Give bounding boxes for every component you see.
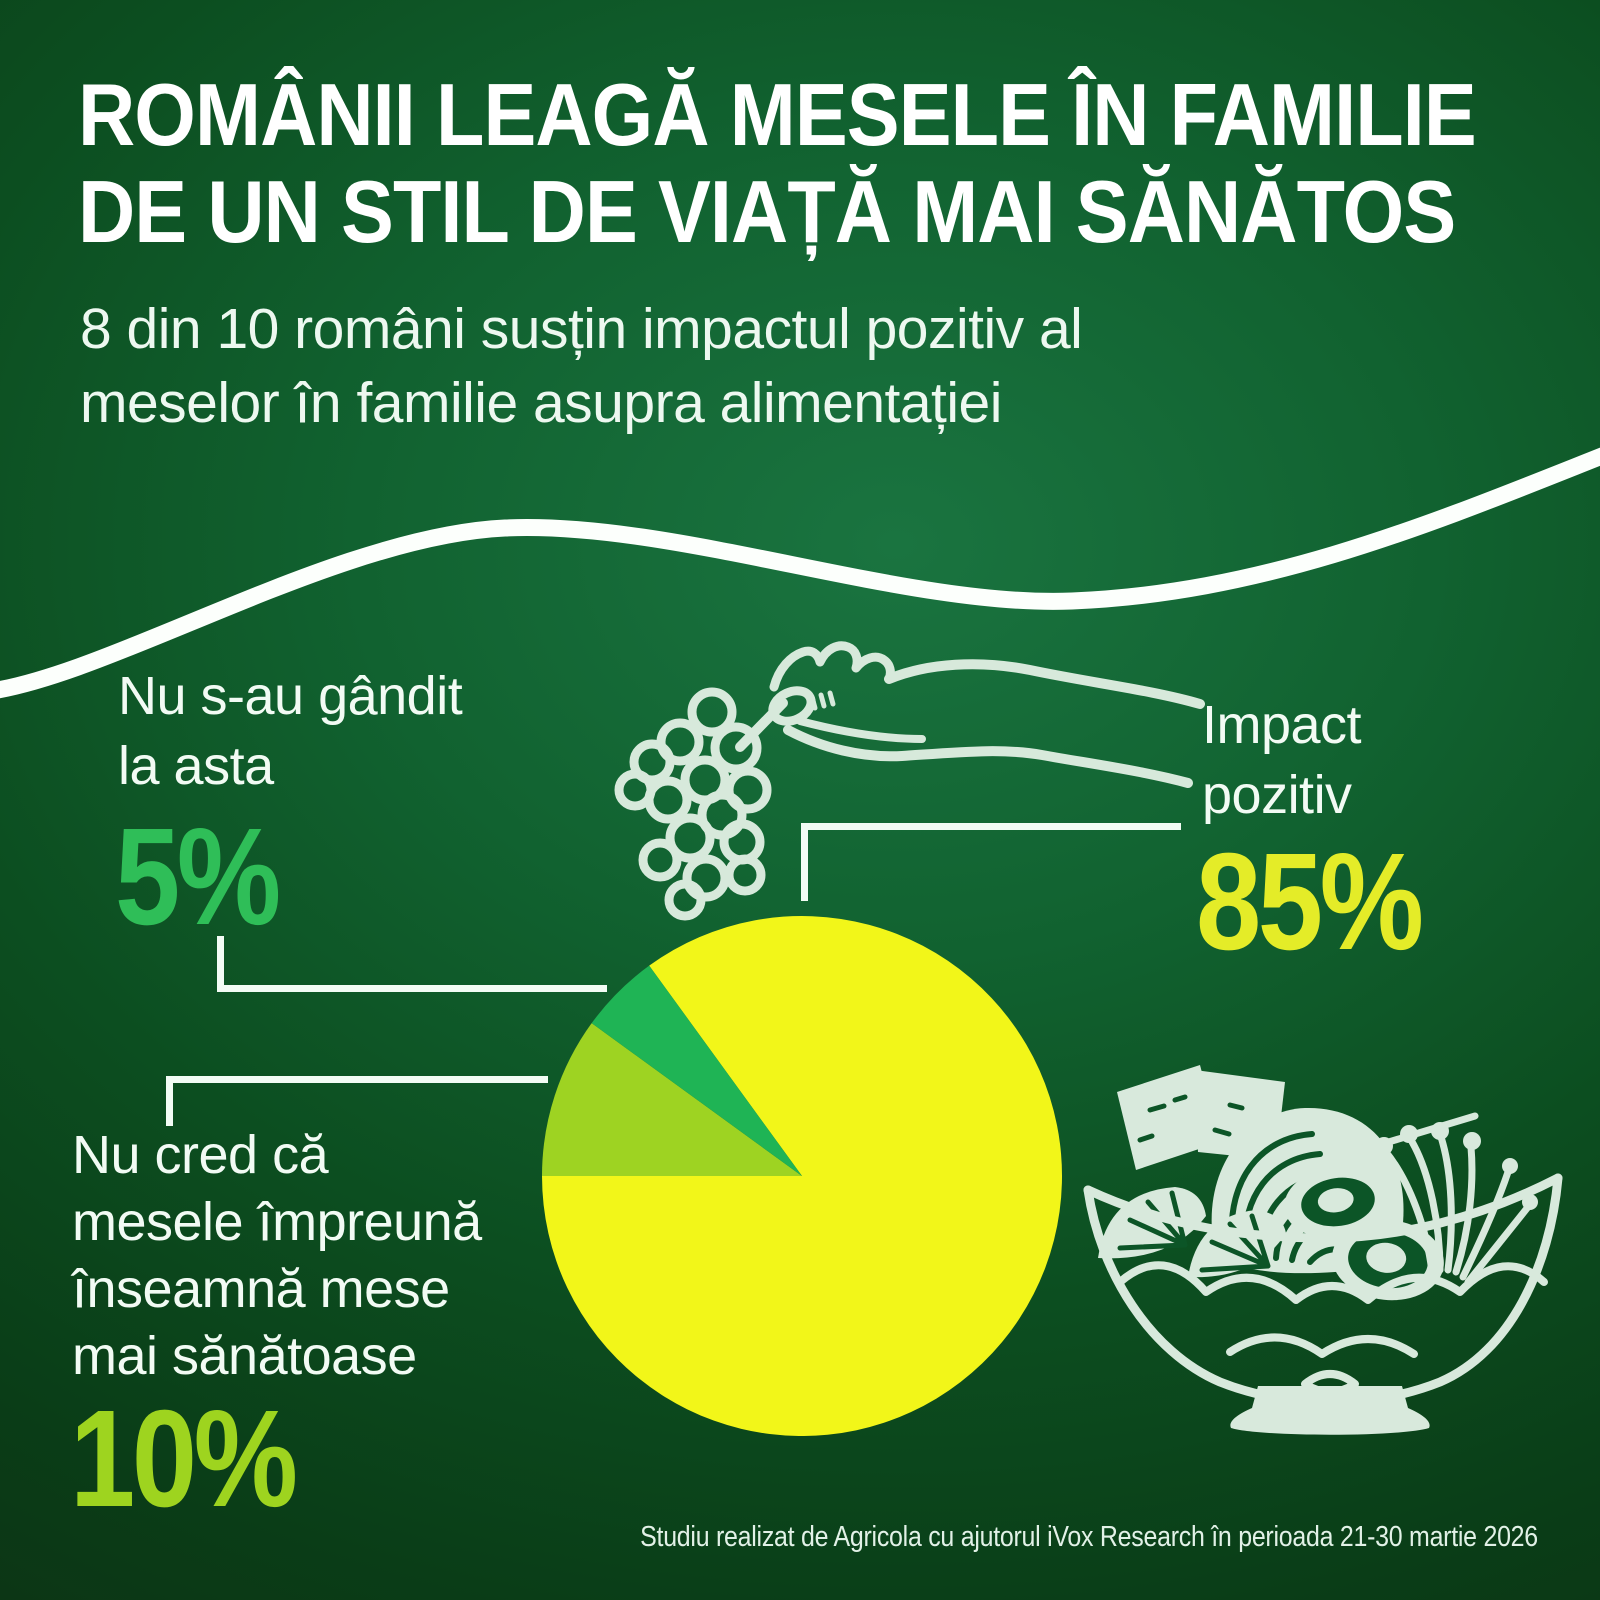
hand-icon [768, 641, 1205, 788]
percentage-not-thought: 5% [115, 800, 281, 954]
salad-bowl-illustration [1083, 1065, 1563, 1435]
wave-line [0, 447, 1600, 699]
grape-bunch-icon [614, 687, 788, 921]
callout-dont-believe-line-2: mesele împreună [72, 1192, 482, 1252]
tofu-cube-icon [1117, 1065, 1220, 1170]
pie-slice-85pct [542, 916, 1062, 1436]
leader-10-vertical [166, 1076, 173, 1126]
wave-divider [0, 447, 1600, 699]
pie-slice-5pct [591, 965, 802, 1176]
callout-dont-believe-line-4: mai sănătoase [72, 1326, 417, 1386]
bowl-rim [1083, 1173, 1563, 1243]
bowl-body [1083, 1173, 1563, 1435]
leader-5-horizontal [217, 985, 607, 992]
percentage-dont-believe: 10% [70, 1382, 298, 1536]
pie-slice-10pct [542, 1023, 802, 1176]
leafy-greens-icon [1098, 1187, 1286, 1278]
callout-not-thought: Nu s-au gândit la asta [118, 661, 463, 801]
callout-not-thought-line-2: la asta [118, 736, 274, 796]
subtitle-line-2: meselor în familie asupra alimentației [80, 371, 1002, 435]
callout-dont-believe-line-1: Nu cred că [72, 1125, 329, 1185]
study-footnote: Studiu realizat de Agricola cu ajutorul … [640, 1521, 1538, 1553]
leader-10-horizontal [166, 1076, 548, 1083]
bowl-scallop-pattern [1116, 1261, 1548, 1396]
title-line-1: ROMÂNII LEAGĂ MESELE ÎN FAMILIE [78, 65, 1477, 164]
egg-half-icon [1284, 1165, 1392, 1239]
leader-85-horizontal [801, 823, 1181, 830]
callout-dont-believe: Nu cred că mesele împreună înseamnă mese… [72, 1122, 482, 1390]
hand-picking-grapes-illustration [614, 641, 1205, 921]
bowl-foot [1230, 1386, 1430, 1435]
callout-dont-believe-line-3: înseamnă mese [72, 1259, 450, 1319]
leader-85-vertical [801, 823, 808, 901]
subtitle: 8 din 10 români susțin impactul pozitiv … [80, 292, 1083, 440]
page-title: ROMÂNII LEAGĂ MESELE ÎN FAMILIE DE UN ST… [78, 65, 1477, 261]
percentage-positive-impact: 85% [1196, 825, 1424, 979]
callout-positive-line-1: Impact [1202, 695, 1362, 755]
pie-chart-svg [542, 916, 1062, 1436]
callout-positive-impact: Impact pozitiv [1202, 690, 1362, 830]
subtitle-line-1: 8 din 10 români susțin impactul pozitiv … [80, 297, 1083, 361]
callout-positive-line-2: pozitiv [1202, 765, 1352, 825]
callout-not-thought-line-1: Nu s-au gândit [118, 666, 463, 726]
leader-5-vertical [217, 936, 224, 992]
title-line-2: DE UN STIL DE VIAȚĂ MAI SĂNĂTOS [78, 162, 1456, 261]
